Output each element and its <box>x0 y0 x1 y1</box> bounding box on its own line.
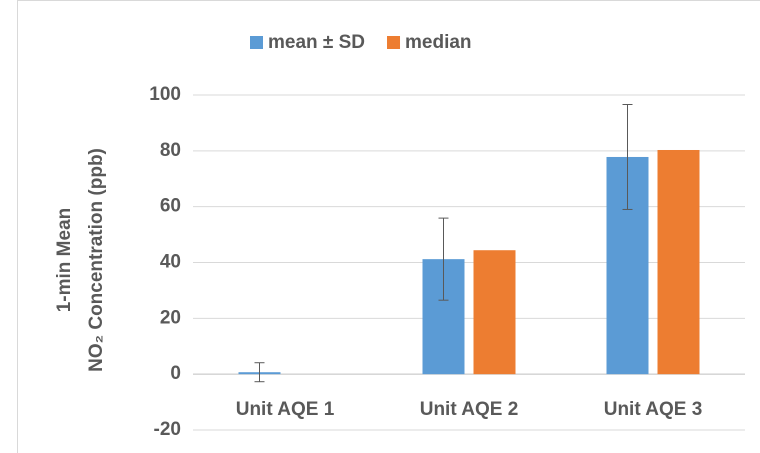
x-tick-label: Unit AQE 1 <box>236 399 335 420</box>
x-tick-label: Unit AQE 3 <box>604 399 703 420</box>
legend-label: mean ± SD <box>268 32 365 53</box>
x-tick-label: Unit AQE 2 <box>420 399 519 420</box>
y-tick-label: 0 <box>170 363 181 384</box>
y-axis-label: 1-min Mean <box>54 208 75 313</box>
legend-swatch <box>250 36 263 49</box>
chart-border <box>17 0 760 453</box>
y-tick-label: 20 <box>160 307 181 328</box>
bar <box>657 149 700 375</box>
y-axis-label: NO₂ Concentration (ppb) <box>86 148 107 372</box>
y-tick-label: 40 <box>160 252 181 273</box>
y-tick-label: -20 <box>154 419 181 440</box>
bar <box>473 250 516 375</box>
legend-swatch <box>387 36 401 49</box>
error-bar <box>622 103 633 210</box>
y-tick-label: 80 <box>160 140 181 161</box>
legend-label: median <box>405 32 472 53</box>
y-tick-label: 60 <box>160 196 181 217</box>
y-tick-label: 100 <box>149 84 181 105</box>
error-bar <box>254 362 265 383</box>
error-bar <box>438 217 449 301</box>
